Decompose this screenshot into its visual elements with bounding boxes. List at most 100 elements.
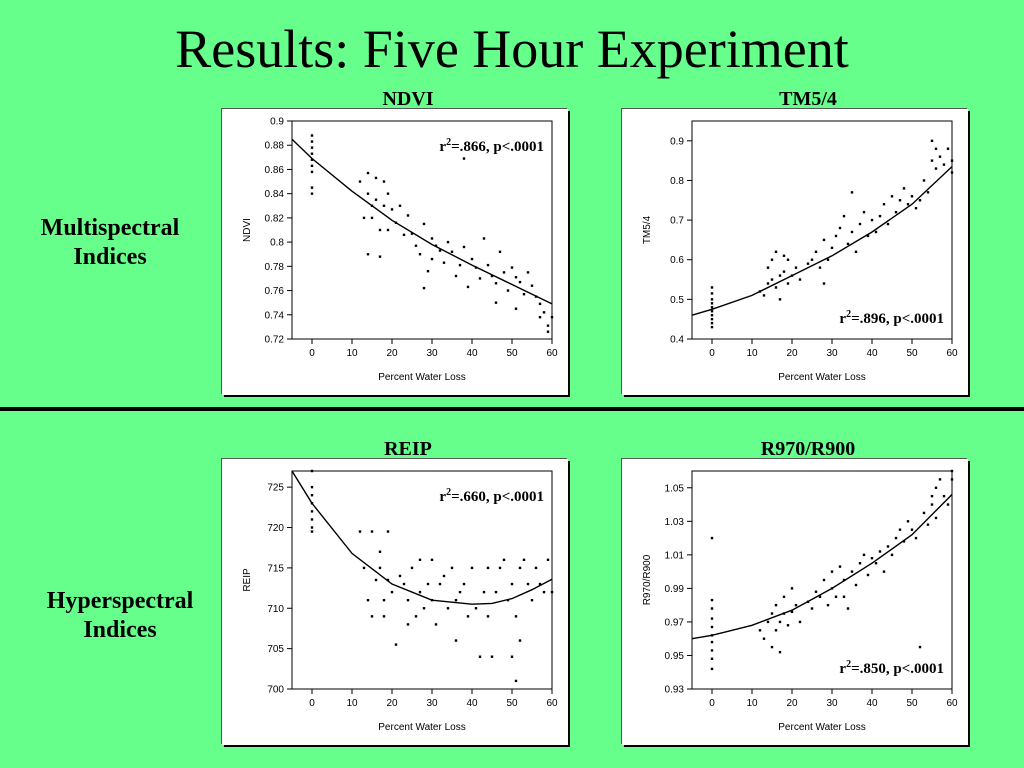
data-point bbox=[782, 270, 786, 273]
data-point bbox=[894, 210, 898, 214]
data-point bbox=[914, 536, 918, 540]
data-point bbox=[518, 280, 522, 284]
data-point bbox=[502, 271, 506, 274]
data-point bbox=[550, 316, 554, 319]
data-point bbox=[790, 610, 794, 614]
x-tick-label: 0 bbox=[709, 348, 715, 359]
data-point bbox=[462, 157, 466, 160]
plot-frame bbox=[691, 470, 953, 690]
data-point bbox=[310, 140, 314, 143]
y-tick-label: 0.82 bbox=[265, 213, 285, 224]
data-point bbox=[406, 598, 410, 602]
data-point bbox=[710, 314, 714, 317]
data-point bbox=[806, 262, 810, 265]
data-point bbox=[710, 321, 714, 325]
y-tick-label: 0.95 bbox=[665, 651, 685, 662]
data-point bbox=[862, 553, 866, 557]
data-point bbox=[514, 276, 518, 279]
data-point bbox=[370, 216, 374, 220]
y-tick-label: 0.78 bbox=[265, 262, 285, 273]
data-point bbox=[478, 655, 482, 658]
x-tick-label: 60 bbox=[946, 348, 958, 359]
data-point bbox=[850, 191, 854, 194]
x-tick-label: 50 bbox=[506, 698, 518, 709]
data-point bbox=[790, 587, 794, 590]
data-point bbox=[846, 607, 850, 610]
data-point bbox=[310, 494, 314, 497]
data-point bbox=[822, 578, 826, 582]
chart-tm54: 0.4 0.5 0.6 0.7 0.8 0.9 0 10 20 30 40 50 60 Percent W… bbox=[642, 120, 958, 383]
x-tick-label: 30 bbox=[826, 348, 838, 359]
data-point bbox=[530, 598, 534, 602]
data-point bbox=[930, 139, 934, 143]
data-point bbox=[950, 469, 954, 473]
chart-panel-reip: 700 705 710 715 720 725 0 10 20 30 40 50 60 Percent W… bbox=[222, 459, 568, 745]
data-point bbox=[386, 192, 390, 195]
data-point bbox=[710, 317, 714, 321]
data-point bbox=[766, 620, 770, 624]
data-point bbox=[310, 134, 314, 137]
chart-panel-ndvi: 0.72 0.74 0.76 0.78 0.8 0.82 0.84 0.86 0.88 0.9 0 1… bbox=[222, 109, 568, 395]
data-point bbox=[466, 285, 470, 289]
y-tick-label: 0.8 bbox=[670, 176, 684, 187]
chart-panel-r970r900: 0.93 0.95 0.97 0.99 1.01 1.03 1.05 0 10 20 30 40 50 6… bbox=[622, 459, 968, 745]
data-point bbox=[458, 590, 462, 594]
data-point bbox=[778, 620, 782, 624]
y-tick-label: 725 bbox=[267, 483, 284, 494]
y-tick-label: 0.76 bbox=[265, 286, 285, 297]
data-point bbox=[778, 650, 782, 654]
y-tick-label: 705 bbox=[267, 644, 284, 655]
data-point bbox=[774, 286, 778, 289]
data-point bbox=[450, 250, 454, 253]
x-axis-label: Percent Water Loss bbox=[378, 372, 465, 383]
data-point bbox=[310, 152, 314, 155]
y-tick-label: 715 bbox=[267, 563, 284, 574]
data-point bbox=[310, 518, 314, 521]
y-tick-label: 0.88 bbox=[265, 141, 285, 152]
data-point bbox=[502, 558, 506, 562]
data-point bbox=[470, 257, 474, 261]
data-point bbox=[898, 528, 902, 531]
data-point bbox=[786, 258, 790, 261]
data-point bbox=[810, 258, 814, 261]
data-point bbox=[366, 192, 370, 195]
data-point bbox=[890, 195, 894, 198]
data-point bbox=[402, 582, 406, 586]
x-tick-label: 50 bbox=[906, 698, 918, 709]
chart-title-r970r900: R970/R900 bbox=[760, 438, 856, 460]
data-point bbox=[782, 254, 786, 257]
data-point bbox=[410, 232, 414, 235]
data-point bbox=[950, 159, 954, 162]
data-point bbox=[526, 582, 530, 586]
data-point bbox=[882, 203, 886, 206]
data-point bbox=[430, 257, 434, 261]
data-point bbox=[462, 582, 466, 586]
data-point bbox=[854, 250, 858, 253]
x-tick-label: 40 bbox=[866, 698, 878, 709]
data-point bbox=[438, 582, 442, 586]
data-point bbox=[366, 253, 370, 256]
data-point bbox=[466, 615, 470, 618]
y-tick-label: 0.6 bbox=[670, 255, 684, 266]
y-tick-label: 700 bbox=[267, 685, 284, 696]
data-point bbox=[710, 286, 714, 289]
chart-ndvi: 0.72 0.74 0.76 0.78 0.8 0.82 0.84 0.86 0.88 0.9 0 1… bbox=[242, 117, 558, 384]
data-point bbox=[902, 187, 906, 190]
data-point bbox=[514, 615, 518, 618]
trend-line bbox=[691, 166, 953, 316]
y-tick-label: 0.4 bbox=[670, 335, 684, 346]
data-point bbox=[310, 170, 314, 174]
data-point bbox=[922, 511, 926, 515]
data-point bbox=[386, 228, 390, 232]
data-point bbox=[866, 573, 870, 577]
data-point bbox=[762, 294, 766, 297]
data-point bbox=[398, 574, 402, 578]
y-tick-label: 0.93 bbox=[665, 685, 685, 696]
data-point bbox=[494, 590, 498, 594]
data-point bbox=[522, 292, 526, 296]
data-point bbox=[782, 595, 786, 598]
data-point bbox=[490, 274, 494, 278]
stat-annotation: r2=.850, p<.0001 bbox=[839, 659, 944, 677]
data-point bbox=[906, 203, 910, 206]
data-point bbox=[834, 595, 838, 598]
